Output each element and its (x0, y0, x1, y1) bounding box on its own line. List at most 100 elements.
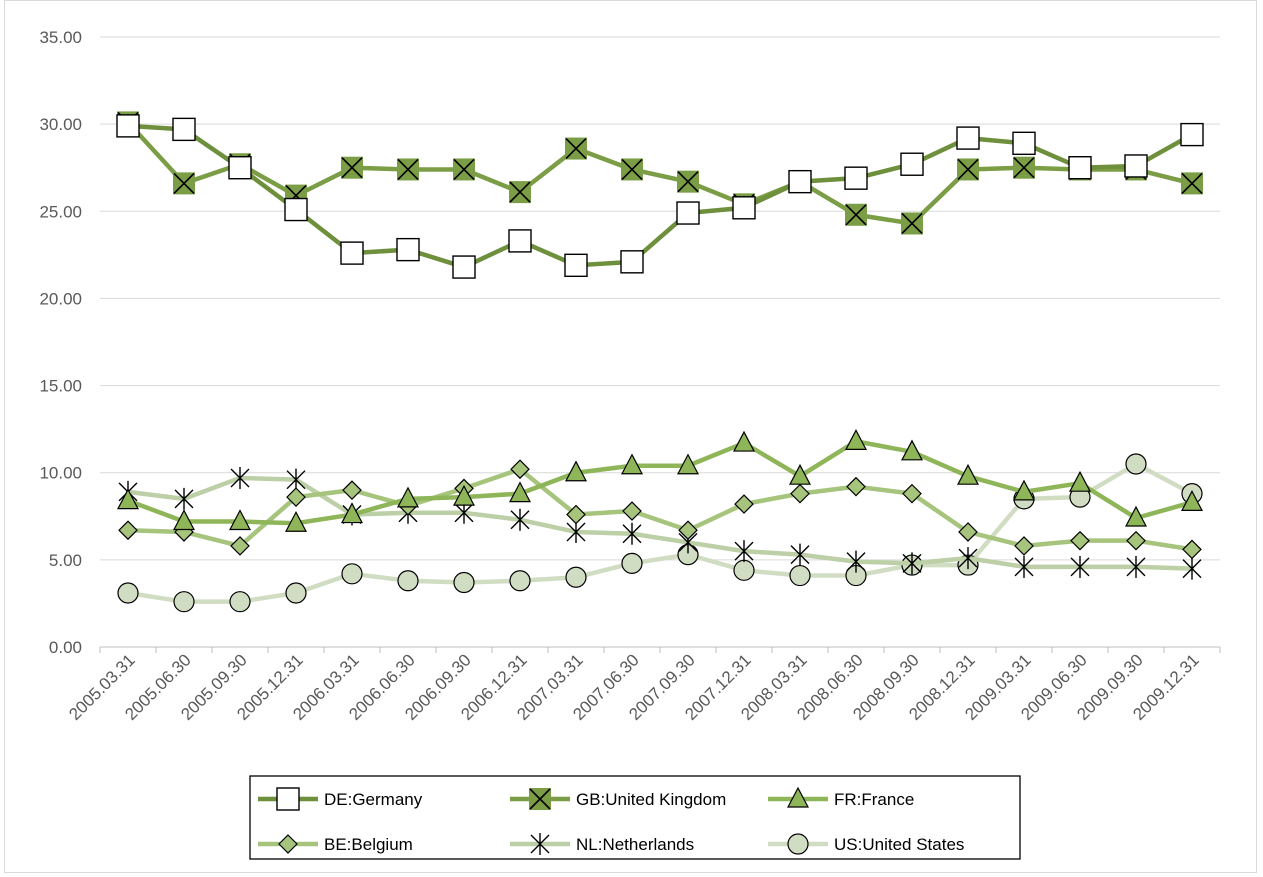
data-point (901, 439, 923, 461)
data-point (229, 509, 251, 531)
data-point (1013, 156, 1035, 179)
data-point (1180, 122, 1204, 147)
series-layer (116, 111, 1204, 613)
series-line (125, 475, 1195, 571)
data-point (621, 453, 643, 475)
chart-area (4, 0, 1257, 873)
y-tick-label: 5.00 (49, 551, 82, 570)
data-point (734, 540, 754, 563)
legend-marker (529, 788, 551, 810)
data-point (957, 463, 979, 485)
data-point (902, 552, 922, 575)
data-point (846, 550, 866, 573)
x-axis: 2005.03.312005.06.302005.09.302005.12.31… (65, 647, 1221, 724)
data-point (958, 547, 978, 570)
data-point (958, 522, 978, 542)
data-point (397, 486, 419, 508)
data-point (453, 158, 475, 181)
legend-label: FR:France (834, 790, 914, 809)
data-point (956, 126, 980, 150)
data-point (230, 466, 250, 489)
data-point (621, 552, 643, 574)
data-point (622, 522, 642, 545)
data-point (341, 563, 363, 585)
data-point (621, 158, 643, 181)
legend-marker (530, 833, 550, 855)
y-axis: 0.00 5.00 10.00 15.00 20.00 25.00 30.00 35.00 (39, 28, 82, 657)
y-tick-label: 0.00 (49, 638, 82, 657)
y-tick-label: 35.00 (39, 28, 82, 47)
y-tick-label: 30.00 (39, 115, 82, 134)
data-point (510, 459, 530, 480)
data-point (622, 501, 642, 521)
data-point (844, 166, 868, 190)
data-point (789, 564, 811, 587)
legend-marker (787, 786, 809, 808)
data-point (1182, 557, 1202, 580)
legend: DE:Germany GB:United Kingdom FR:France BE:B… (249, 775, 1021, 860)
legend-label: DE:Germany (324, 790, 423, 809)
legend-item: NL:Netherlands (510, 833, 694, 855)
data-point (229, 591, 251, 613)
series-line (125, 461, 1195, 604)
data-point (509, 570, 531, 592)
gridlines (100, 36, 1220, 648)
legend-item: GB:United Kingdom (510, 788, 726, 810)
data-point (733, 559, 755, 581)
data-point (453, 571, 475, 594)
data-point (734, 494, 754, 514)
data-point (1126, 530, 1146, 551)
y-tick-label: 10.00 (39, 464, 82, 483)
data-point (1068, 156, 1092, 180)
data-point (1125, 453, 1147, 475)
data-point (620, 250, 644, 274)
data-point (508, 229, 532, 253)
legend-item: DE:Germany (258, 787, 423, 811)
y-tick-label: 15.00 (39, 377, 82, 396)
legend-label: BE:Belgium (324, 835, 413, 854)
data-point (1070, 555, 1090, 578)
data-point (677, 170, 699, 193)
data-point (172, 117, 196, 142)
series-fr (117, 429, 1203, 532)
data-point (173, 172, 195, 195)
data-point (733, 430, 755, 452)
data-point (285, 582, 307, 604)
data-point (509, 481, 531, 503)
data-point (845, 203, 867, 226)
data-point (1181, 490, 1203, 511)
data-point (117, 582, 139, 604)
data-point (788, 169, 812, 194)
legend-label: GB:United Kingdom (576, 790, 726, 809)
data-point (1014, 555, 1034, 578)
legend-marker (787, 833, 809, 855)
data-point (790, 483, 810, 504)
data-point (173, 591, 195, 613)
data-point (1125, 505, 1147, 527)
legend-marker (278, 834, 298, 854)
data-point (846, 476, 866, 497)
data-point (116, 114, 140, 138)
data-point (397, 158, 419, 181)
data-point (341, 156, 363, 179)
data-point (676, 201, 700, 225)
data-point (509, 181, 531, 204)
series-line (125, 439, 1195, 526)
data-point (789, 463, 811, 485)
data-point (1181, 172, 1203, 195)
data-point (452, 255, 476, 279)
data-point (286, 468, 306, 491)
y-tick-label: 25.00 (39, 202, 82, 221)
legend-marker (276, 787, 300, 811)
data-point (1124, 154, 1148, 178)
legend-item: FR:France (768, 786, 914, 809)
data-point (174, 487, 194, 510)
data-point (790, 543, 810, 566)
data-point (397, 570, 419, 592)
data-point (1013, 479, 1035, 501)
data-point (1182, 539, 1202, 560)
legend-label: US:United States (834, 835, 964, 854)
data-point (117, 488, 139, 510)
data-point (341, 502, 363, 524)
